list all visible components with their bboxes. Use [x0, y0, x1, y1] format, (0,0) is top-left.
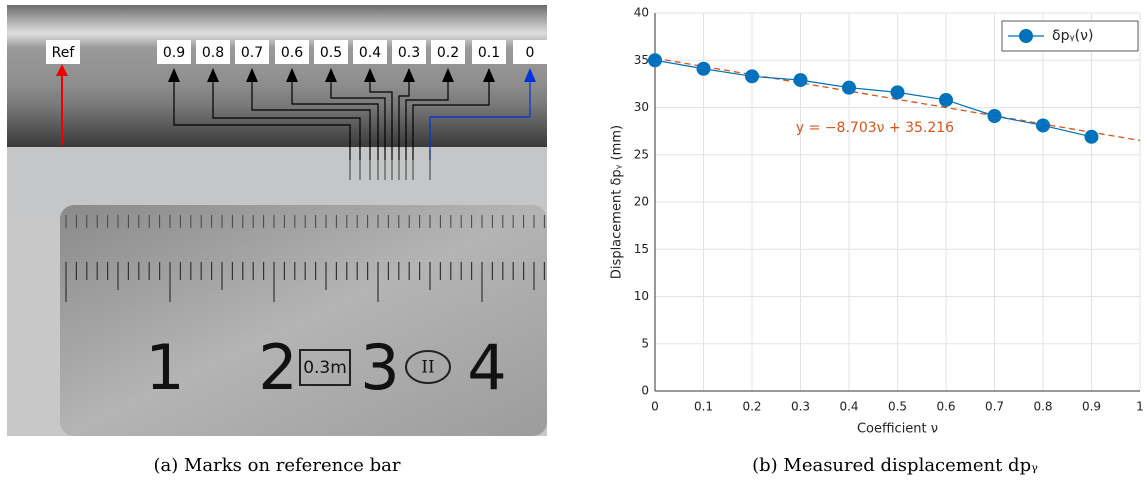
x-tick-label: 0.9: [1082, 400, 1101, 414]
data-point: [793, 73, 808, 88]
data-point: [648, 53, 662, 68]
ruler-number: 4: [467, 331, 506, 404]
leader-line: [405, 80, 449, 160]
leader-arrow-head: [207, 68, 219, 82]
mark-label: 0.4: [359, 45, 381, 61]
leader-arrow-head: [246, 68, 258, 82]
reference-bar: [7, 5, 547, 147]
mark-label: 0.5: [320, 45, 342, 61]
caption: (a) Marks on reference bar: [153, 455, 400, 476]
x-tick-label: 0.1: [694, 400, 713, 414]
data-point: [1084, 129, 1099, 144]
x-tick-label: 1: [1136, 400, 1144, 414]
mark-label: 0.2: [437, 45, 459, 61]
ruler: [60, 205, 547, 436]
leader-arrow-head: [364, 68, 376, 82]
x-axis-label: Coefficient ν: [857, 422, 938, 437]
y-tick-label: 5: [641, 336, 649, 350]
ruler-mark-circle: [405, 350, 451, 384]
label-box: [275, 40, 309, 64]
x-tick-label: 0.4: [839, 400, 858, 414]
data-point: [842, 80, 856, 95]
legend-marker: [1019, 29, 1033, 43]
ruler-number: 2: [258, 331, 297, 404]
y-tick-label: 10: [634, 289, 649, 303]
y-tick-label: 0: [641, 384, 649, 398]
x-tick-label: 0.2: [742, 400, 761, 414]
label-box: [46, 40, 80, 64]
data-point: [1036, 118, 1050, 133]
leader-arrow-head: [524, 68, 536, 82]
label-box: [353, 40, 387, 64]
leader-arrow-head: [286, 68, 298, 82]
fit-annotation: y = −8.703ν + 35.216: [796, 120, 954, 136]
y-tick-label: 20: [634, 195, 649, 209]
caption: (b) Measured displacement dpᵧ: [752, 455, 1038, 476]
label-box: [392, 40, 426, 64]
label-box: [472, 40, 506, 64]
mark-label: 0.1: [478, 45, 500, 61]
label-box: [196, 40, 230, 64]
x-tick-label: 0: [651, 400, 659, 414]
photo: 1 2 3 4 0.3m II Ref 0.9 0.8 0.7 0.6 0.5 0.4 0.3 0.2 0.1…: [7, 5, 547, 436]
legend-label: δpᵧ(ν): [1052, 28, 1093, 44]
leader-arrow-head: [325, 68, 337, 82]
label-box: [431, 40, 465, 64]
leader-arrow-head: [403, 68, 415, 82]
leader-line: [173, 80, 351, 160]
mark-label: 0.6: [281, 45, 303, 61]
data-point: [745, 69, 759, 84]
leader-line: [412, 80, 490, 160]
leader-line: [212, 80, 361, 160]
x-tick-label: 0.3: [791, 400, 810, 414]
y-tick-label: 35: [634, 53, 649, 67]
mark-label: 0.9: [163, 45, 185, 61]
data-point: [696, 61, 711, 76]
ruler-mark: II: [421, 358, 434, 378]
y-tick-label: 25: [634, 147, 649, 161]
label-box: [235, 40, 269, 64]
data-point: [890, 85, 905, 100]
x-tick-label: 0.7: [985, 400, 1004, 414]
series-line: [654, 59, 1092, 138]
leader-arrow-head: [168, 68, 180, 82]
ruler-number: 1: [145, 331, 184, 404]
label-box: [513, 40, 547, 64]
leader-arrow-head: [442, 68, 454, 82]
mark-label: 0: [526, 45, 535, 61]
ruler-mark: 0.3m: [303, 358, 347, 378]
label-box: [314, 40, 348, 64]
leader-arrow-head: [483, 68, 495, 82]
label-box: [157, 40, 191, 64]
mark-label: 0.8: [202, 45, 224, 61]
leader-line: [369, 80, 393, 160]
chart: 0 5 10 15 20 25 30 35 40 0 0.1 0.2 0.3 0.4 0.5 0.6 0.7 0.…: [610, 6, 1144, 437]
y-tick-label: 15: [634, 242, 649, 256]
leader-line: [251, 80, 371, 160]
y-tick-label: 40: [634, 6, 649, 20]
y-axis-label: Displacement δpᵧ (mm): [610, 125, 625, 279]
ref-label: Ref: [52, 45, 76, 61]
x-tick-label: 0.8: [1033, 400, 1052, 414]
y-tick-label: 30: [634, 100, 649, 114]
leader-line: [330, 80, 386, 160]
mark-label: 0.3: [398, 45, 420, 61]
data-point: [939, 92, 953, 107]
ref-arrow-head: [56, 64, 68, 76]
ruler-mark-box: [299, 349, 351, 386]
x-tick-label: 0.5: [888, 400, 907, 414]
ruler-number: 3: [360, 331, 399, 404]
leader-line: [398, 80, 410, 160]
leader-line: [291, 80, 379, 160]
x-tick-label: 0.6: [936, 400, 955, 414]
leader-line: [429, 80, 531, 160]
mark-label: 0.7: [241, 45, 263, 61]
data-point: [987, 109, 1002, 124]
